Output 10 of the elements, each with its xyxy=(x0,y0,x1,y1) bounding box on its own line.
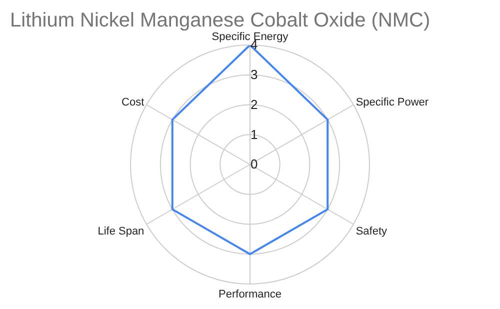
y-tick-label: 0 xyxy=(250,156,258,172)
spoke-label: Cost xyxy=(122,96,144,109)
y-tick-label: 3 xyxy=(250,67,258,82)
y-tick-label: 1 xyxy=(250,126,258,142)
spoke-label: Specific Power xyxy=(356,96,429,109)
chart-title: Lithium Nickel Manganese Cobalt Oxide (NMC) xyxy=(10,9,430,32)
spoke-label: Safety xyxy=(356,225,388,238)
y-tick-label: 2 xyxy=(250,96,258,112)
spoke-label: Performance xyxy=(218,288,282,301)
spoke-label: Life Span xyxy=(98,225,144,238)
